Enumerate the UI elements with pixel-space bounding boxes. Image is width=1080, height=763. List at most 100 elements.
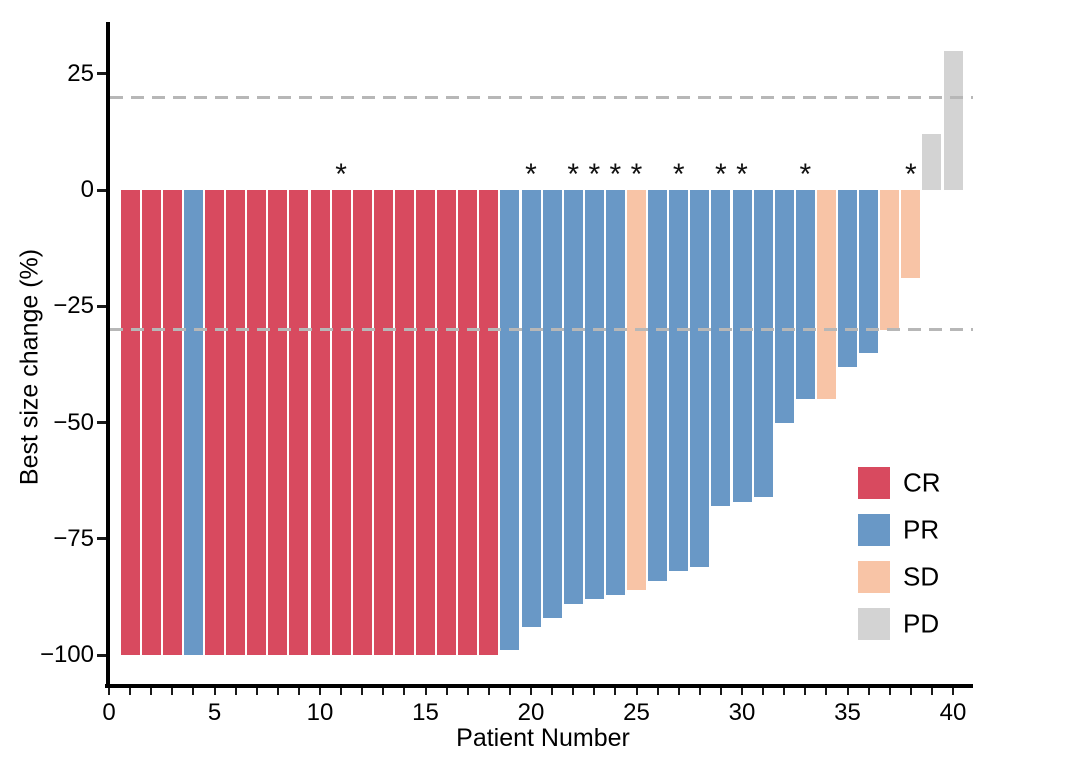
x-tick-label: 20 (517, 699, 545, 726)
bar-patient-29 (711, 190, 731, 507)
bar-patient-13 (373, 190, 393, 655)
y-tick (97, 653, 106, 657)
bar-patient-11 (331, 190, 351, 655)
y-axis-line (106, 22, 110, 688)
bar-patient-40 (943, 50, 963, 190)
asterisk-patient-20: * (525, 158, 537, 191)
y-tick-label: 25 (67, 59, 94, 87)
bar-patient-39 (922, 134, 942, 190)
x-tick (276, 688, 279, 695)
x-tick-label: 25 (623, 699, 650, 726)
x-tick (129, 688, 132, 695)
x-tick (424, 688, 427, 695)
bar-patient-21 (542, 190, 562, 618)
x-tick (192, 688, 195, 695)
bar-patient-25 (627, 190, 646, 590)
asterisk-patient-22: * (567, 158, 580, 191)
bar-patient-23 (584, 190, 604, 600)
bar-patient-1 (120, 190, 140, 655)
x-tick (445, 688, 448, 695)
bar-patient-19 (500, 190, 520, 651)
x-tick (762, 688, 765, 695)
y-tick (97, 72, 106, 76)
y-tick-label: −100 (39, 641, 94, 668)
x-tick (677, 688, 680, 695)
legend-label-pd: PD (903, 608, 940, 639)
x-tick-label: 5 (207, 699, 222, 726)
legend-swatch-cr-icon (858, 467, 890, 499)
legend-label-sd: SD (903, 561, 940, 592)
legend-label-cr: CR (903, 467, 941, 498)
x-tick (361, 688, 364, 695)
x-tick (719, 688, 722, 695)
y-tick (97, 188, 106, 192)
asterisk-patient-30: * (736, 158, 748, 191)
x-tick-label: 10 (306, 699, 334, 726)
bar-patient-31 (753, 190, 773, 497)
x-tick (340, 688, 343, 695)
x-tick-label: 40 (939, 699, 967, 726)
x-tick (930, 688, 933, 695)
x-tick (804, 688, 807, 695)
x-tick (698, 688, 701, 695)
bar-patient-27 (669, 190, 689, 572)
x-tick (572, 688, 575, 695)
legend-swatch-pd-icon (858, 608, 890, 640)
x-tick-label: 15 (412, 699, 439, 726)
asterisk-patient-11: * (335, 158, 347, 191)
asterisk-patient-29: * (715, 158, 727, 191)
bar-patient-32 (774, 190, 794, 423)
x-axis-line (105, 684, 973, 688)
x-tick (487, 688, 490, 695)
x-tick (614, 688, 617, 695)
bar-patient-4 (183, 190, 203, 655)
bar-patient-2 (141, 190, 161, 655)
bar-patient-35 (838, 190, 857, 367)
x-tick (741, 688, 743, 695)
bar-patient-17 (458, 190, 478, 655)
bar-patient-16 (437, 190, 457, 655)
asterisk-patient-33: * (799, 158, 812, 191)
x-tick (508, 688, 511, 695)
asterisk-patient-38: * (904, 158, 917, 191)
bar-patient-37 (880, 190, 900, 330)
x-tick-label: 30 (728, 699, 756, 726)
bar-patient-7 (247, 190, 267, 655)
x-tick (593, 688, 596, 695)
x-tick (319, 688, 321, 695)
bar-patient-33 (795, 190, 815, 400)
y-tick (97, 537, 106, 541)
x-tick (825, 688, 828, 695)
x-tick (234, 688, 237, 695)
bar-patient-26 (648, 190, 668, 581)
bar-patient-6 (226, 190, 246, 655)
bar-patient-36 (859, 190, 879, 353)
x-tick (150, 688, 153, 695)
y-tick (97, 421, 106, 424)
bar-patient-28 (690, 190, 710, 567)
x-tick (888, 688, 891, 695)
legend-label-pr: PR (903, 514, 940, 545)
bar-patient-38 (901, 190, 921, 279)
bar-patient-10 (310, 190, 330, 655)
bar-patient-34 (816, 190, 836, 400)
x-tick (783, 688, 786, 695)
reference-line-minus-30 (110, 328, 973, 331)
x-tick (382, 688, 385, 695)
x-tick (551, 688, 554, 695)
bar-patient-20 (521, 190, 541, 628)
x-tick (952, 688, 954, 695)
bar-patient-5 (205, 190, 224, 655)
x-tick (846, 688, 849, 695)
bar-patient-9 (289, 190, 309, 655)
reference-line-plus-20 (110, 95, 973, 99)
x-tick (297, 688, 300, 695)
x-tick (108, 688, 110, 695)
y-tick-label: −50 (53, 408, 94, 436)
x-tick (171, 688, 174, 695)
bar-patient-15 (416, 190, 435, 655)
asterisk-patient-25: * (630, 158, 643, 191)
bar-patient-14 (394, 190, 414, 655)
x-tick-label: 35 (834, 699, 861, 726)
